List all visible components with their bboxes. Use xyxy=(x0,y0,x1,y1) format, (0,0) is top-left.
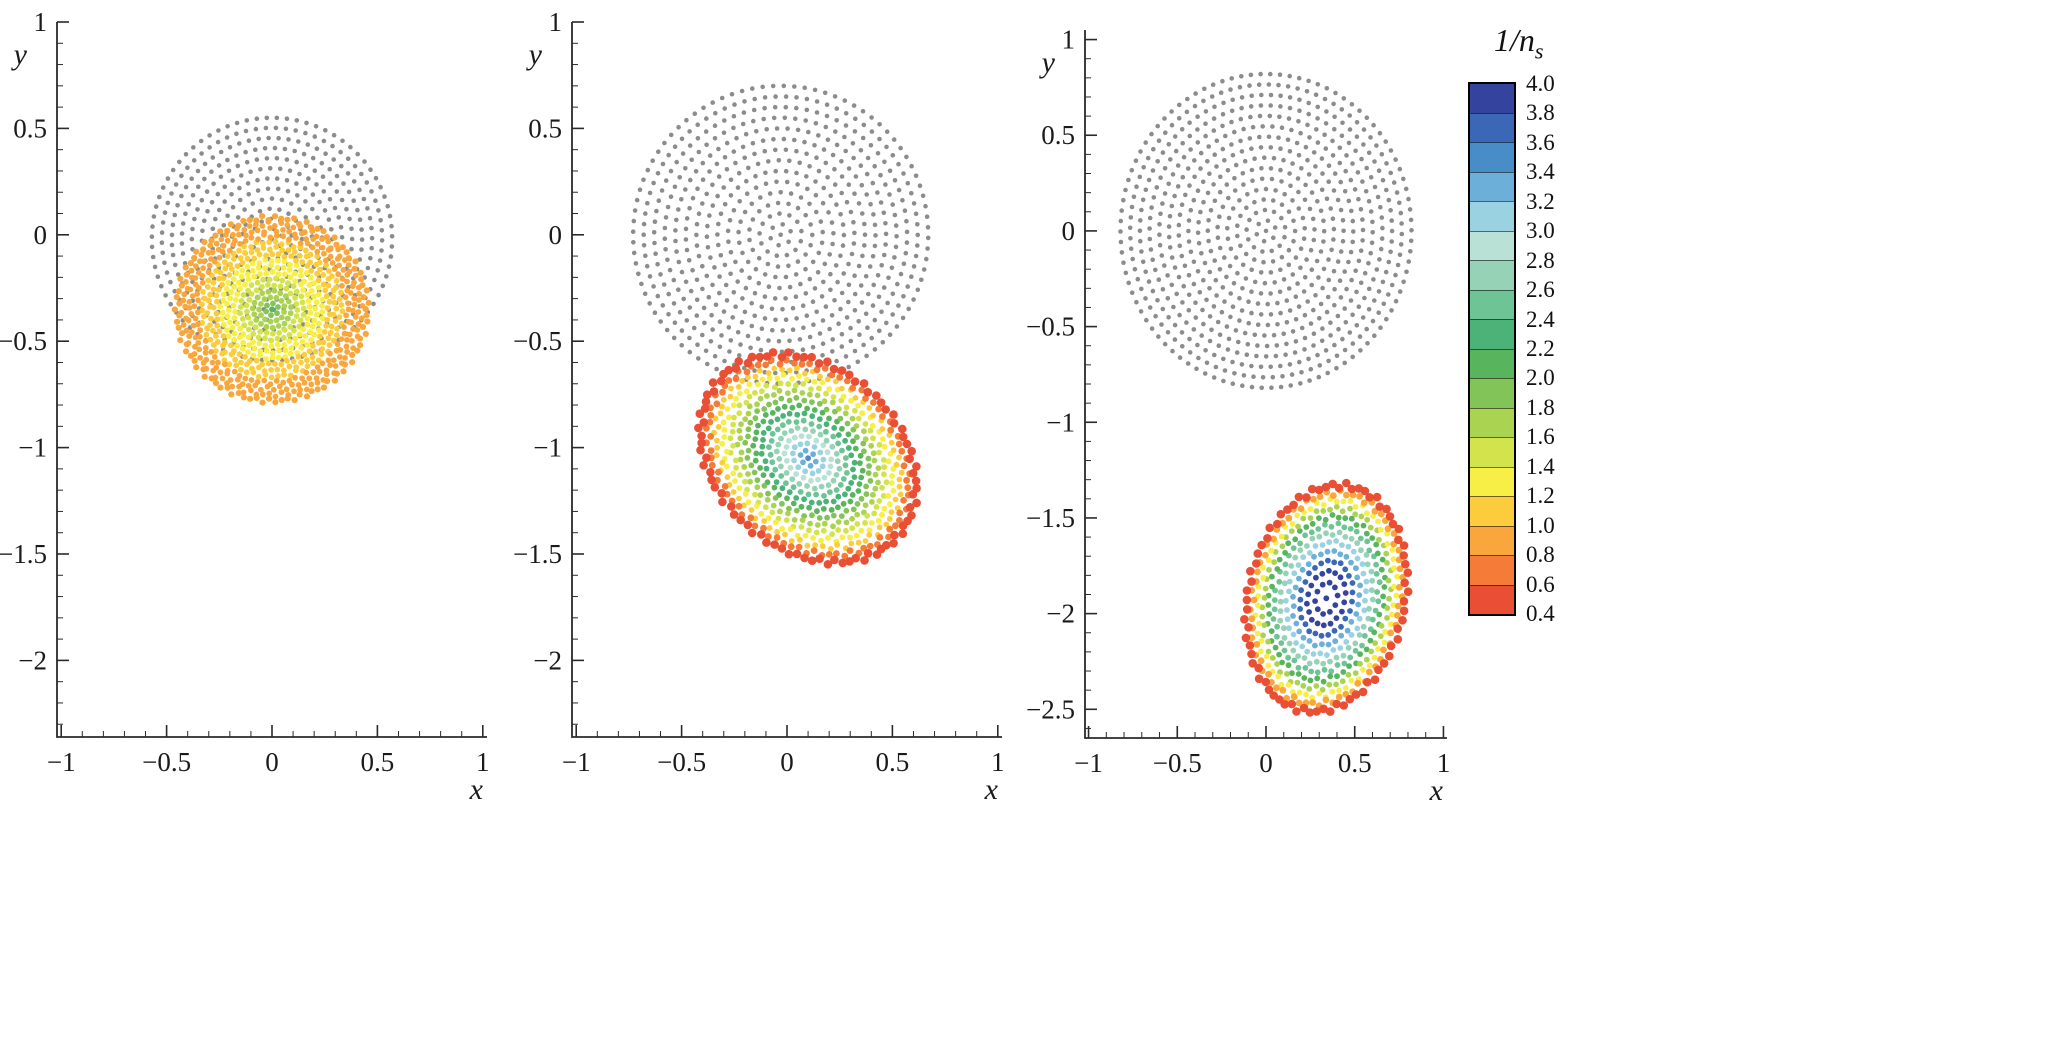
y-axis-label: y xyxy=(1039,46,1056,79)
svg-text:−0.5: −0.5 xyxy=(0,326,47,356)
major-ticks xyxy=(57,21,484,737)
colorbar-tick-label: 3.8 xyxy=(1526,100,1555,126)
minor-ticks xyxy=(57,42,463,737)
colorbar-band xyxy=(1470,525,1514,555)
colorbar-band xyxy=(1470,378,1514,408)
svg-text:0.5: 0.5 xyxy=(361,747,395,777)
colorbar-band xyxy=(1470,348,1514,378)
y-axis-label: y xyxy=(11,38,28,71)
colorbar-band xyxy=(1470,230,1514,260)
svg-text:−2: −2 xyxy=(18,645,47,675)
svg-text:−0.5: −0.5 xyxy=(1153,748,1202,778)
colorbar-band xyxy=(1470,201,1514,231)
svg-text:1: 1 xyxy=(34,7,48,37)
colorbar-tick-label: 1.4 xyxy=(1526,453,1555,479)
minor-ticks xyxy=(572,42,978,737)
svg-text:−0.5: −0.5 xyxy=(142,747,191,777)
reference-dots xyxy=(630,83,931,387)
colorbar-tick-label: 1.2 xyxy=(1526,483,1555,509)
colorbar-band xyxy=(1470,142,1514,172)
colorbar-band xyxy=(1470,466,1514,496)
svg-text:0.5: 0.5 xyxy=(1041,120,1075,150)
colorbar-tick-label: 2.0 xyxy=(1526,365,1555,391)
colorbar-title: 1/ns xyxy=(1462,22,1652,68)
x-axis-label: x xyxy=(984,773,999,806)
colorbar-bar xyxy=(1468,82,1516,616)
tick-labels: −1 −0.5 0 0.5 1 1 0.5 0 −0.5 −1 −1.5 −2 xyxy=(0,7,490,777)
svg-text:1: 1 xyxy=(476,747,490,777)
axes xyxy=(1084,30,1447,739)
svg-text:−1: −1 xyxy=(1046,407,1075,437)
colorbar-title-text: 1/n xyxy=(1494,22,1535,58)
reference-dots xyxy=(1118,71,1414,391)
colorbar-band xyxy=(1470,289,1514,319)
colorbar-tick-label: 3.2 xyxy=(1526,188,1555,214)
droplet-dots xyxy=(1240,478,1413,717)
svg-text:1: 1 xyxy=(1062,25,1076,55)
y-axis-label: y xyxy=(526,38,543,71)
tick-labels: −1 −0.5 0 0.5 110.50−0.5−1−1.5−2 xyxy=(513,7,1005,777)
colorbar-tick-label: 0.8 xyxy=(1526,542,1555,568)
colorbar-band xyxy=(1470,112,1514,142)
axis-letter-labels: xy xyxy=(11,38,484,806)
svg-text:−2.5: −2.5 xyxy=(1026,694,1075,724)
axes xyxy=(56,22,487,738)
colorbar-tick-label: 1.0 xyxy=(1526,512,1555,538)
droplet-dots xyxy=(694,348,921,569)
svg-text:−1: −1 xyxy=(18,433,47,463)
colorbar-band xyxy=(1470,496,1514,526)
colorbar-band xyxy=(1470,407,1514,437)
axes xyxy=(571,22,1002,738)
colorbar-body: 4.0 3.8 3.6 3.4 3.2 3.0 2.8 2.6 2.4 2.2 2.0 1.8 1.6 1… xyxy=(1462,72,1652,627)
axis-letter-labels: xy xyxy=(526,38,999,806)
svg-text:0: 0 xyxy=(1259,748,1273,778)
axis-letter-labels: xy xyxy=(1039,46,1444,807)
colorbar-band xyxy=(1470,171,1514,201)
colorbar-band xyxy=(1470,260,1514,290)
colorbar-title-subscript: s xyxy=(1534,38,1544,64)
colorbar-band xyxy=(1470,319,1514,349)
svg-text:−0.5: −0.5 xyxy=(1026,312,1075,342)
colorbar-tick-label: 2.8 xyxy=(1526,247,1555,273)
colorbar-tick-label: 4.0 xyxy=(1526,71,1555,96)
svg-text:−1: −1 xyxy=(47,747,76,777)
svg-text:0.5: 0.5 xyxy=(1338,748,1372,778)
svg-text:0: 0 xyxy=(34,220,48,250)
colorbar-tick-label: 2.2 xyxy=(1526,336,1555,361)
svg-text:0: 0 xyxy=(265,747,279,777)
svg-text:0: 0 xyxy=(1062,216,1076,246)
tick-labels: −1 −0.5 0 0.5 110.50−0.5−1−1.5−2−2.5 xyxy=(1026,25,1450,778)
colorbar-band xyxy=(1470,584,1514,614)
svg-text:0.5: 0.5 xyxy=(13,113,47,143)
colorbar-tick-label: 1.8 xyxy=(1526,394,1555,420)
major-ticks xyxy=(572,21,999,737)
colorbar-tick-label: 3.6 xyxy=(1526,129,1555,155)
svg-text:−1.5: −1.5 xyxy=(0,539,47,569)
colorbar-tick-label: 3.0 xyxy=(1526,218,1555,244)
svg-text:−1: −1 xyxy=(1074,748,1103,778)
svg-text:−1.5: −1.5 xyxy=(1026,503,1075,533)
colorbar-tick-label: 0.4 xyxy=(1526,601,1555,626)
colorbar-tick-label: 0.6 xyxy=(1526,571,1555,597)
colorbar-band xyxy=(1470,437,1514,467)
colorbar-tick-label: 1.6 xyxy=(1526,424,1555,450)
svg-text:−2: −2 xyxy=(1046,599,1075,629)
colorbar-tick-labels: 4.0 3.8 3.6 3.4 3.2 3.0 2.8 2.6 2.4 2.2 2.0 1.8 1.6 1… xyxy=(1526,72,1606,626)
colorbar-tick-label: 3.4 xyxy=(1526,159,1555,185)
colorbar-tick-label: 2.4 xyxy=(1526,306,1555,332)
colorbar: 1/ns 4.0 3.8 3.6 3.4 3.2 3.0 2.8 2.6 2.4 2.2 2.0 1.… xyxy=(1462,22,1652,627)
droplet-dots xyxy=(171,213,372,406)
x-axis-label: x xyxy=(1429,774,1444,807)
colorbar-tick-label: 2.6 xyxy=(1526,277,1555,303)
colorbar-band xyxy=(1470,84,1514,113)
minor-ticks xyxy=(1085,58,1427,738)
x-axis-label: x xyxy=(469,773,484,806)
colorbar-band xyxy=(1470,555,1514,585)
